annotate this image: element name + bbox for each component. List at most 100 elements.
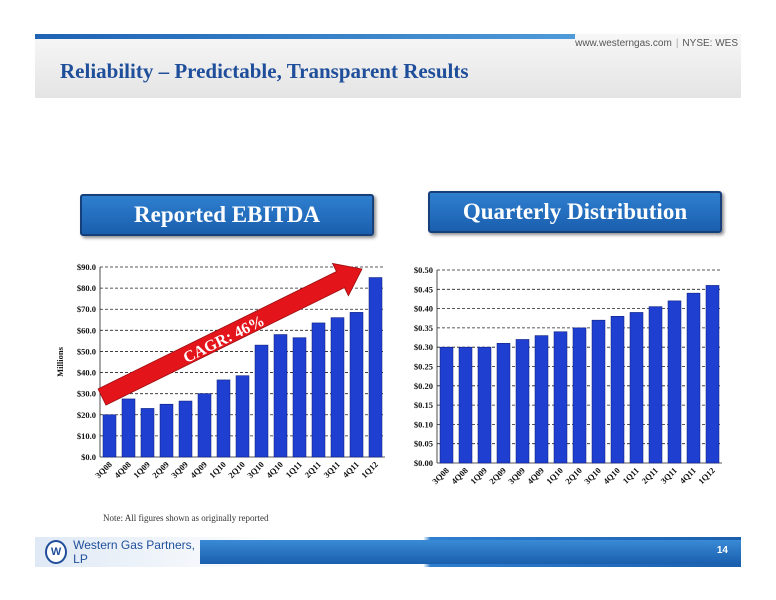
header-separator: | xyxy=(675,38,679,49)
x-tick-label: 2Q09 xyxy=(487,465,508,486)
bar-4q08 xyxy=(458,346,473,464)
y-tick-label: $60.0 xyxy=(77,325,96,335)
x-tick-label: 1Q12 xyxy=(359,459,380,480)
footnote: Note: All figures shown as originally re… xyxy=(103,513,269,523)
bar-4q08 xyxy=(121,398,136,458)
bar-1q12 xyxy=(368,277,383,458)
y-tick-label: $0.15 xyxy=(414,400,433,410)
footer-logo: W Western Gas Partners, LP xyxy=(35,537,200,567)
x-tick-label: 3Q08 xyxy=(430,465,451,486)
website-link[interactable]: www.westerngas.com xyxy=(575,38,672,49)
x-tick-label: 2Q09 xyxy=(150,459,171,480)
bar-4q11 xyxy=(349,312,364,458)
bar-1q10 xyxy=(216,379,231,458)
company-name: Western Gas Partners, LP xyxy=(73,538,195,566)
cagr-arrow: CAGR: 46% xyxy=(97,262,363,406)
bar-4q09 xyxy=(197,393,212,458)
bar-2q11 xyxy=(311,322,326,458)
y-tick-label: $80.0 xyxy=(77,283,96,293)
bar-2q09 xyxy=(496,343,511,464)
x-tick-label: 4Q09 xyxy=(188,459,209,480)
x-tick-label: 1Q11 xyxy=(283,459,303,479)
cagr-label: CAGR: 46% xyxy=(181,313,268,367)
bar-3q09 xyxy=(515,339,530,464)
y-tick-label: $70.0 xyxy=(77,304,96,314)
distribution-title-pill: Quarterly Distribution xyxy=(428,191,722,233)
bar-3q11 xyxy=(667,300,682,464)
bar-4q10 xyxy=(610,316,625,464)
x-tick-label: 1Q12 xyxy=(696,465,717,486)
y-tick-label: $40.0 xyxy=(77,368,96,378)
x-tick-label: 1Q10 xyxy=(544,465,565,486)
bar-4q09 xyxy=(534,335,549,464)
y-tick-label: $0.20 xyxy=(414,381,433,391)
bar-3q10 xyxy=(591,319,606,464)
bar-3q11 xyxy=(330,317,345,458)
header-url: www.westerngas.com | NYSE: WES xyxy=(575,38,738,49)
footer-stripe xyxy=(200,540,741,564)
y-tick-label: $0.25 xyxy=(414,362,433,372)
x-tick-label: 4Q09 xyxy=(525,465,546,486)
header-accent-line xyxy=(35,34,575,39)
bar-3q10 xyxy=(254,344,269,458)
bar-3q08 xyxy=(102,414,117,458)
y-tick-label: $0.35 xyxy=(414,323,433,333)
x-tick-label: 4Q11 xyxy=(340,459,360,479)
x-tick-label: 4Q08 xyxy=(112,459,133,480)
ebitda-bar-chart: $0.0 $10.0 $20.0 $30.0 $40.0 $50.0 $60.0 $70.0 $… xyxy=(55,262,385,480)
x-tick-label: 1Q10 xyxy=(207,459,228,480)
ticker-label: NYSE: WES xyxy=(682,38,738,49)
bar-3q08 xyxy=(439,346,454,464)
y-tick-label: $10.0 xyxy=(77,431,96,441)
y-tick-label: $0.10 xyxy=(414,419,433,429)
page-number: 14 xyxy=(716,545,728,556)
ebitda-title-pill: Reported EBITDA xyxy=(80,194,374,236)
y-tick-label: $90.0 xyxy=(77,262,96,272)
bar-1q09 xyxy=(477,346,492,464)
x-tick-label: 2Q10 xyxy=(563,465,584,486)
bar-1q11 xyxy=(629,312,644,464)
x-tick-label: 4Q11 xyxy=(677,465,697,485)
company-logo-icon: W xyxy=(45,540,68,564)
distribution-bar-chart: $0.00 $0.05 $0.10 $0.15 $0.20 $0.25 $0.30 $0.35… xyxy=(414,265,722,486)
x-tick-label: 3Q11 xyxy=(658,465,678,485)
y-tick-label: $0.50 xyxy=(414,265,433,275)
x-tick-label: 4Q08 xyxy=(449,465,470,486)
y-tick-label: $0.30 xyxy=(414,342,433,352)
bar-4q11 xyxy=(686,292,701,464)
x-tick-label: 1Q09 xyxy=(131,459,152,480)
y-tick-label: $30.0 xyxy=(77,389,96,399)
x-tick-label: 4Q10 xyxy=(264,459,285,480)
bar-1q10 xyxy=(553,331,568,464)
x-tick-label: 2Q11 xyxy=(639,465,659,485)
y-tick-label: $20.0 xyxy=(77,410,96,420)
page-title: Reliability – Predictable, Transparent R… xyxy=(60,59,469,83)
bar-4q10 xyxy=(273,334,288,458)
bar-2q11 xyxy=(648,306,663,464)
header-band xyxy=(35,34,741,98)
x-tick-label: 3Q10 xyxy=(245,459,266,480)
bar-3q09 xyxy=(178,400,193,458)
bar-1q09 xyxy=(140,408,155,458)
x-tick-label: 3Q09 xyxy=(169,459,190,480)
bar-2q10 xyxy=(235,375,250,458)
x-tick-label: 1Q09 xyxy=(468,465,489,486)
x-tick-label: 2Q11 xyxy=(302,459,322,479)
x-tick-label: 4Q10 xyxy=(601,465,622,486)
y-tick-label: $0.40 xyxy=(414,304,433,314)
y-tick-label: $0.45 xyxy=(414,284,433,294)
x-tick-label: 3Q09 xyxy=(506,465,527,486)
y-tick-label: $0.05 xyxy=(414,439,433,449)
x-tick-label: 3Q10 xyxy=(582,465,603,486)
bar-1q12 xyxy=(705,285,720,464)
y-tick-label: $0.00 xyxy=(414,458,433,468)
x-tick-label: 1Q11 xyxy=(620,465,640,485)
y-axis-title: Millions xyxy=(55,346,65,376)
bar-1q11 xyxy=(292,337,307,458)
bar-2q10 xyxy=(572,327,587,464)
x-tick-label: 2Q10 xyxy=(226,459,247,480)
x-tick-label: 3Q11 xyxy=(321,459,341,479)
bar-2q09 xyxy=(159,403,174,458)
y-tick-label: $0.0 xyxy=(81,452,96,462)
x-tick-label: 3Q08 xyxy=(93,459,114,480)
